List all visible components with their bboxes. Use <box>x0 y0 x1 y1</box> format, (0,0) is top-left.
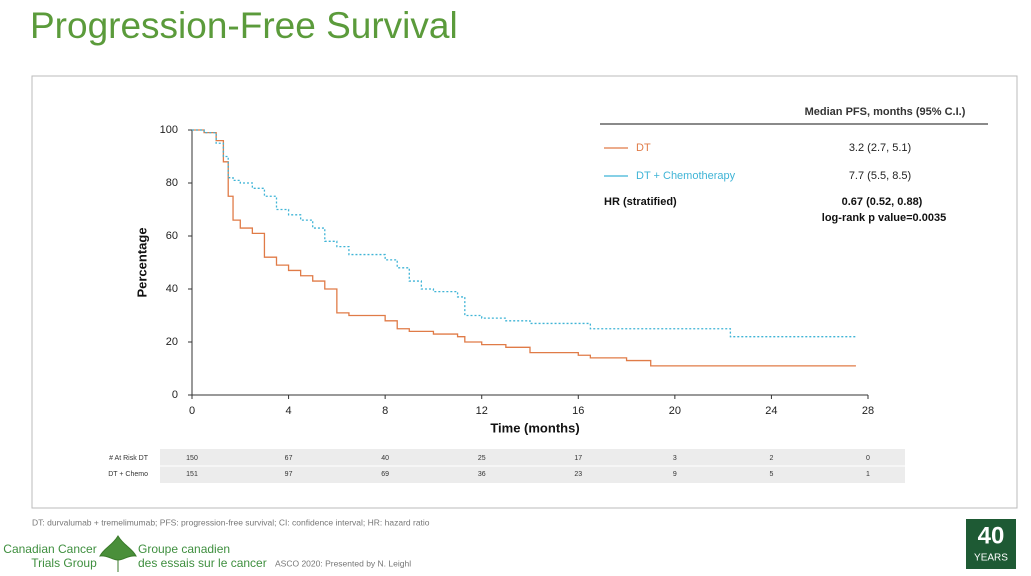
x-tick-label: 8 <box>382 405 388 417</box>
km-curve <box>192 129 856 338</box>
risk-row-label: DT + Chemo <box>108 471 148 478</box>
risk-value: 69 <box>381 471 389 478</box>
legend-header: Median PFS, months (95% C.I.) <box>805 106 966 118</box>
risk-value: 3 <box>673 455 677 462</box>
legend-label: DT + Chemotherapy <box>636 170 736 182</box>
hr-label: HR (stratified) <box>604 196 677 208</box>
y-tick-label: 20 <box>166 336 178 348</box>
risk-value: 17 <box>574 455 582 462</box>
org-fr: Groupe canadien <box>138 542 230 556</box>
risk-value: 40 <box>381 455 389 462</box>
x-tick-label: 12 <box>476 405 488 417</box>
leaf-logo <box>99 535 137 572</box>
x-tick-label: 28 <box>862 405 874 417</box>
chart-frame <box>31 75 1018 509</box>
x-tick-label: 4 <box>286 405 292 417</box>
y-tick-label: 60 <box>166 230 178 242</box>
org-en: Trials Group <box>31 556 97 570</box>
x-tick-label: 20 <box>669 405 681 417</box>
x-tick-label: 16 <box>572 405 584 417</box>
risk-row-label: # At Risk DT <box>109 455 149 462</box>
p-value: log-rank p value=0.0035 <box>822 212 946 224</box>
median-value: 3.2 (2.7, 5.1) <box>849 142 911 154</box>
slide-title: Progression-Free Survival <box>30 5 458 46</box>
risk-value: 9 <box>673 471 677 478</box>
median-value: 7.7 (5.5, 8.5) <box>849 170 911 182</box>
risk-value: 1 <box>866 471 870 478</box>
org-en: Canadian Cancer <box>3 542 96 556</box>
risk-value: 5 <box>769 471 773 478</box>
risk-value: 151 <box>186 471 198 478</box>
y-tick-label: 80 <box>166 177 178 189</box>
risk-value: 150 <box>186 455 198 462</box>
risk-value: 23 <box>574 471 582 478</box>
risk-value: 2 <box>769 455 773 462</box>
badge-number: 40 <box>978 522 1005 549</box>
y-tick-label: 0 <box>172 389 178 401</box>
km-curve <box>192 129 856 367</box>
org-fr: des essais sur le cancer <box>138 556 267 570</box>
presenter: ASCO 2020: Presented by N. Leighl <box>275 558 411 568</box>
hr-value: 0.67 (0.52, 0.88) <box>842 196 923 208</box>
x-axis-label: Time (months) <box>490 420 579 435</box>
risk-value: 36 <box>478 471 486 478</box>
risk-value: 0 <box>866 455 870 462</box>
badge <box>966 519 1016 569</box>
badge-text: YEARS <box>974 553 1008 564</box>
y-axis-label: Percentage <box>134 227 149 297</box>
risk-value: 25 <box>478 455 486 462</box>
risk-value: 97 <box>285 471 293 478</box>
risk-value: 67 <box>285 455 293 462</box>
y-tick-label: 100 <box>160 124 178 136</box>
legend-label: DT <box>636 142 651 154</box>
y-tick-label: 40 <box>166 283 178 295</box>
x-tick-label: 24 <box>765 405 777 417</box>
x-tick-label: 0 <box>189 405 195 417</box>
footnote: DT: durvalumab + tremelimumab; PFS: prog… <box>32 517 430 527</box>
